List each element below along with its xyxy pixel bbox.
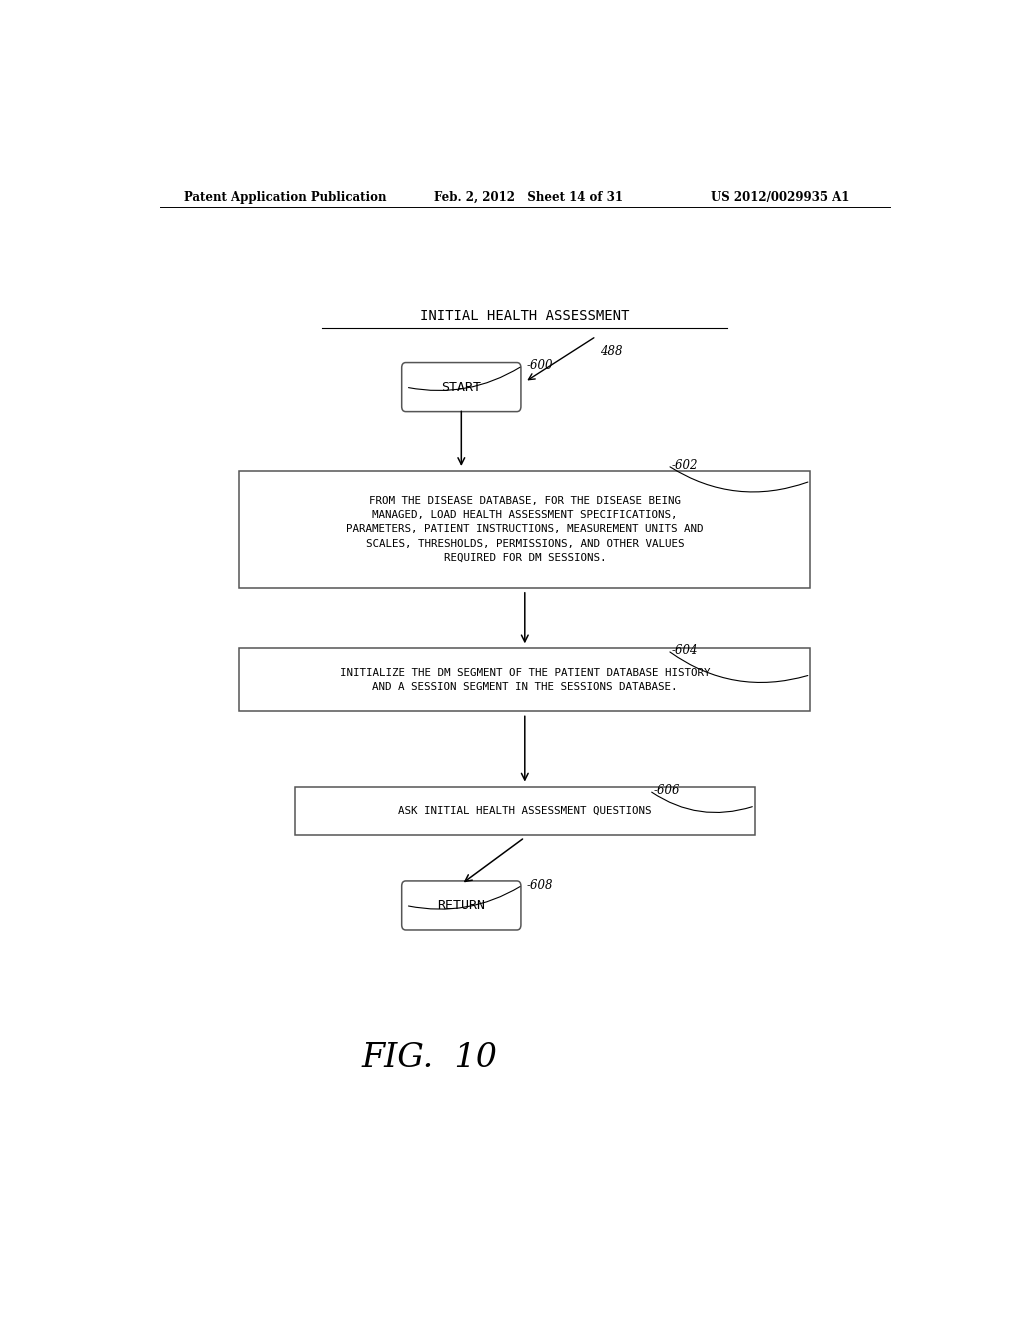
Text: FIG.  10: FIG. 10 <box>361 1041 498 1074</box>
Text: US 2012/0029935 A1: US 2012/0029935 A1 <box>712 190 850 203</box>
Text: -600: -600 <box>526 359 553 372</box>
Text: -604: -604 <box>672 644 698 657</box>
Text: Feb. 2, 2012   Sheet 14 of 31: Feb. 2, 2012 Sheet 14 of 31 <box>433 190 623 203</box>
Bar <box>295 787 755 836</box>
Text: ASK INITIAL HEALTH ASSESSMENT QUESTIONS: ASK INITIAL HEALTH ASSESSMENT QUESTIONS <box>398 807 651 816</box>
Text: -606: -606 <box>653 784 680 797</box>
Text: INITIAL HEALTH ASSESSMENT: INITIAL HEALTH ASSESSMENT <box>420 309 630 323</box>
Text: -602: -602 <box>672 459 698 471</box>
Text: RETURN: RETURN <box>437 899 485 912</box>
Text: START: START <box>441 380 481 393</box>
Text: -608: -608 <box>526 879 553 891</box>
FancyBboxPatch shape <box>401 363 521 412</box>
Text: FROM THE DISEASE DATABASE, FOR THE DISEASE BEING
MANAGED, LOAD HEALTH ASSESSMENT: FROM THE DISEASE DATABASE, FOR THE DISEA… <box>346 495 703 564</box>
Text: 488: 488 <box>600 345 623 358</box>
Text: INITIALIZE THE DM SEGMENT OF THE PATIENT DATABASE HISTORY
AND A SESSION SEGMENT : INITIALIZE THE DM SEGMENT OF THE PATIENT… <box>340 668 710 692</box>
FancyBboxPatch shape <box>401 880 521 931</box>
Bar <box>240 648 811 711</box>
Bar <box>240 471 811 587</box>
Text: Patent Application Publication: Patent Application Publication <box>183 190 386 203</box>
